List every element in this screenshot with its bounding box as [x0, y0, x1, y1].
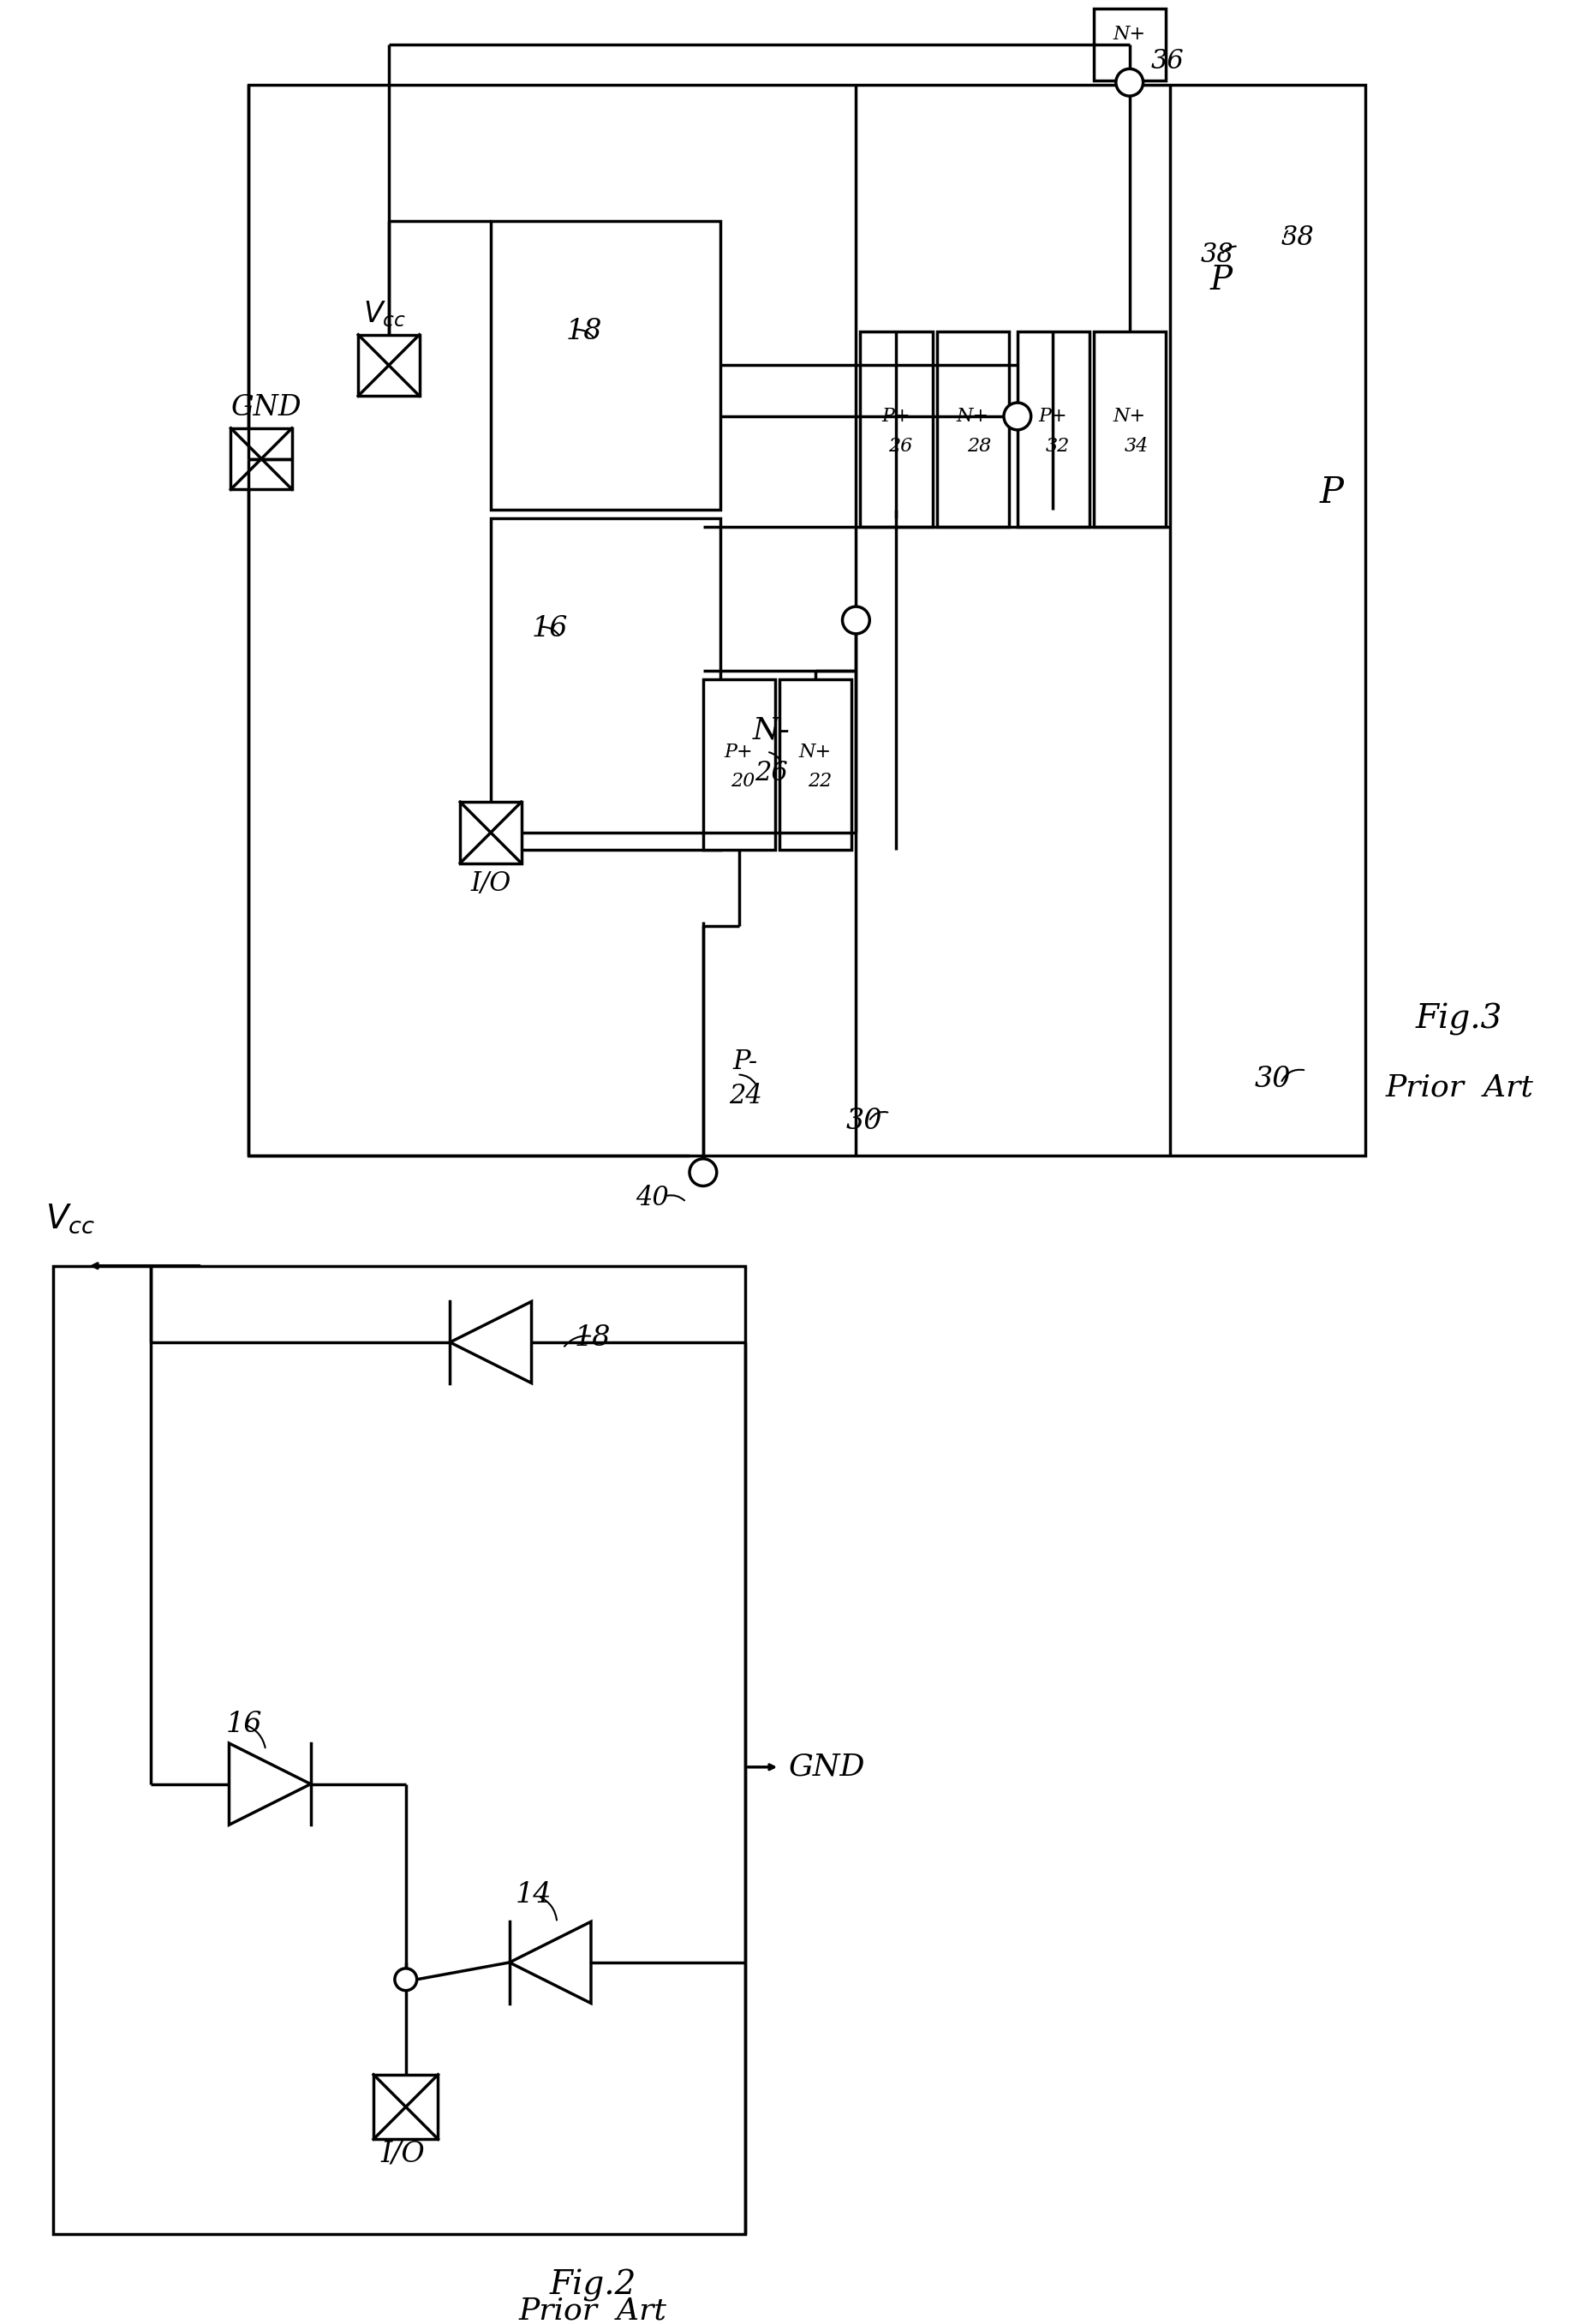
Text: 26: 26 [754, 760, 788, 786]
Bar [1018, 332, 1089, 528]
Text: 16: 16 [225, 1710, 262, 1738]
Circle shape [1004, 402, 1031, 430]
Text: 30: 30 [1255, 1064, 1291, 1092]
Bar [461, 802, 521, 862]
Text: P+: P+ [724, 741, 753, 762]
Text: Prior  Art: Prior Art [519, 2296, 667, 2324]
Bar [861, 332, 932, 528]
Circle shape [395, 1968, 416, 1989]
Text: 18: 18 [575, 1325, 611, 1353]
Text: 38: 38 [1282, 225, 1315, 251]
Bar [1094, 9, 1166, 81]
Bar [359, 335, 419, 395]
Text: P+: P+ [881, 407, 910, 425]
Text: P-: P- [734, 1048, 757, 1076]
Text: 38: 38 [1201, 242, 1234, 267]
Text: 36: 36 [1151, 49, 1185, 74]
Circle shape [689, 1160, 716, 1185]
Text: 24: 24 [729, 1083, 762, 1109]
Polygon shape [229, 1743, 311, 1824]
Text: 20: 20 [730, 772, 756, 790]
Text: Fig.3: Fig.3 [1416, 1004, 1502, 1037]
Text: 32: 32 [1045, 437, 1069, 456]
Text: 28: 28 [967, 437, 991, 456]
Bar [1094, 332, 1166, 528]
Text: N+: N+ [1113, 407, 1147, 425]
Bar [491, 221, 719, 509]
Text: N-: N- [753, 716, 789, 746]
Bar [703, 679, 775, 851]
Text: 34: 34 [1124, 437, 1148, 456]
Bar [249, 86, 1366, 1155]
Bar [54, 1267, 746, 2233]
Text: GND: GND [788, 1752, 865, 1783]
Polygon shape [449, 1301, 532, 1383]
Text: N+: N+ [956, 407, 989, 425]
Text: 22: 22 [807, 772, 832, 790]
Bar [780, 679, 851, 851]
Text: P+: P+ [1039, 407, 1067, 425]
Text: P: P [1210, 265, 1232, 295]
Text: GND: GND [230, 395, 302, 421]
Bar [491, 518, 719, 851]
Text: 16: 16 [532, 616, 569, 641]
Text: I/O: I/O [470, 869, 511, 897]
Text: $V_{cc}$: $V_{cc}$ [46, 1202, 95, 1236]
Text: P: P [1320, 474, 1343, 511]
Text: Fig.2: Fig.2 [549, 2268, 637, 2301]
Text: N+: N+ [1113, 26, 1147, 44]
Bar [937, 332, 1008, 528]
Text: 26: 26 [888, 437, 912, 456]
Text: 40: 40 [635, 1185, 669, 1211]
Text: $V_{cc}$: $V_{cc}$ [364, 300, 407, 330]
Polygon shape [510, 1922, 591, 2003]
Text: 30: 30 [846, 1109, 883, 1134]
Text: I/O: I/O [381, 2140, 426, 2168]
Circle shape [842, 607, 870, 634]
Circle shape [1116, 70, 1143, 95]
Bar [230, 428, 292, 490]
Bar [373, 2075, 438, 2138]
Text: 14: 14 [515, 1880, 551, 1908]
Text: Prior  Art: Prior Art [1385, 1074, 1532, 1102]
Text: N+: N+ [799, 741, 832, 762]
Text: 18: 18 [565, 318, 602, 344]
